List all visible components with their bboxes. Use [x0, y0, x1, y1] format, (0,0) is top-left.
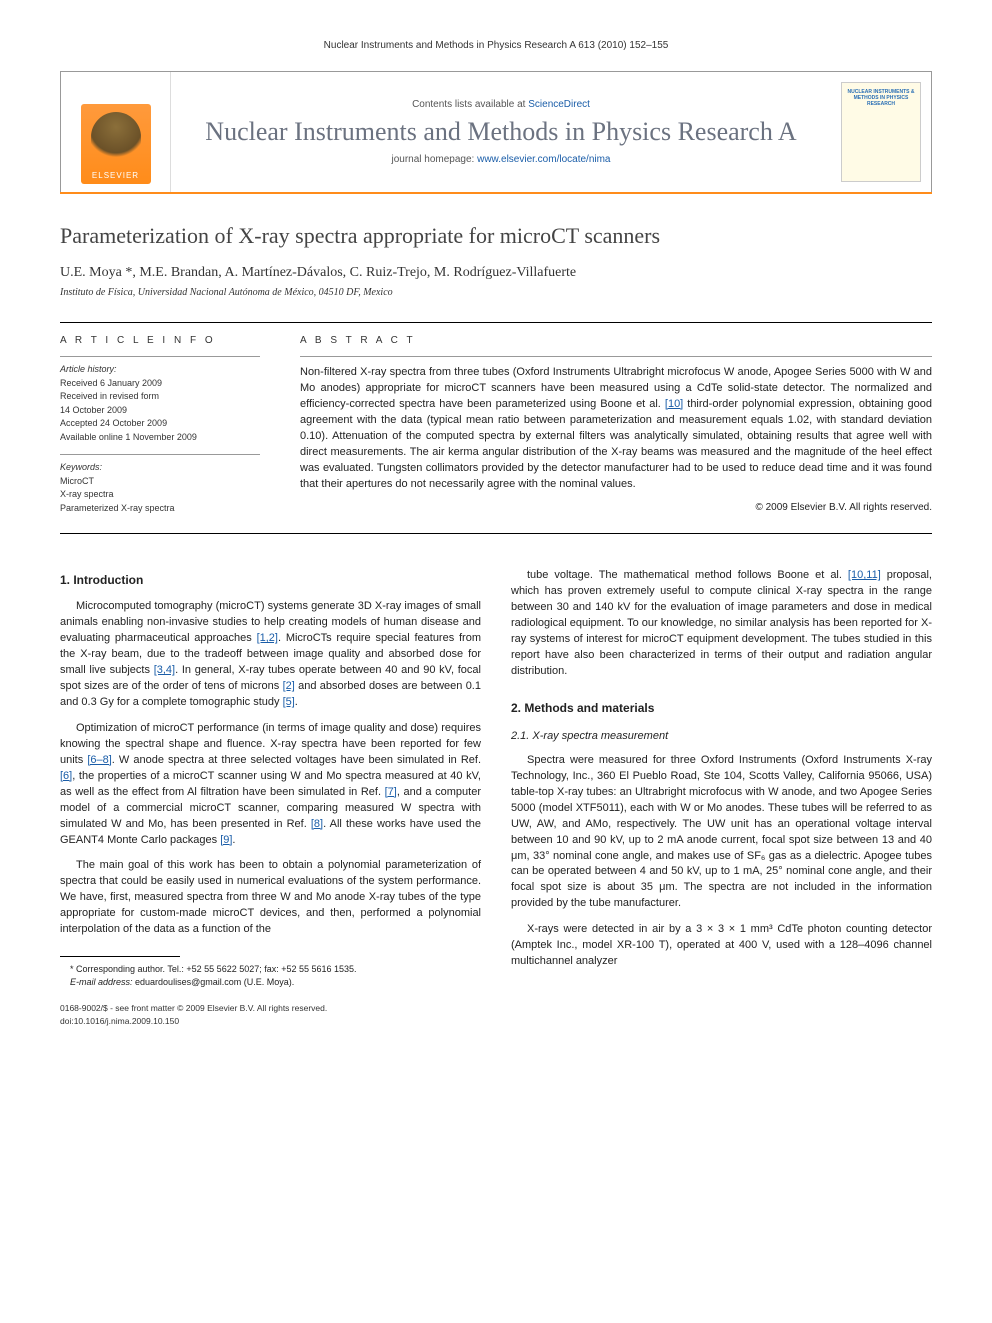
history-label: Article history: [60, 363, 260, 377]
publisher-name: ELSEVIER [92, 171, 139, 180]
journal-masthead: ELSEVIER Contents lists available at Sci… [60, 71, 932, 193]
footer-block: 0168-9002/$ - see front matter © 2009 El… [60, 1002, 481, 1027]
paragraph: The main goal of this work has been to o… [60, 858, 481, 938]
revised-line2: 14 October 2009 [60, 404, 260, 418]
body-text: . [232, 834, 235, 846]
citation-link[interactable]: [2] [283, 680, 295, 692]
author-list: U.E. Moya *, M.E. Brandan, A. Martínez-D… [60, 265, 932, 281]
citation-link[interactable]: [8] [311, 818, 323, 830]
footnote-block: * Corresponding author. Tel.: +52 55 562… [60, 956, 481, 1027]
body-text: . [295, 696, 298, 708]
keyword: MicroCT [60, 475, 260, 489]
email-value: eduardoulises@gmail.com (U.E. Moya). [135, 977, 294, 987]
masthead-center: Contents lists available at ScienceDirec… [171, 72, 831, 192]
email-label: E-mail address: [70, 977, 135, 987]
publisher-logo-cell: ELSEVIER [61, 72, 171, 192]
online-date: Available online 1 November 2009 [60, 431, 260, 445]
citation-link[interactable]: [10,11] [848, 569, 881, 581]
citation-link[interactable]: [7] [385, 786, 397, 798]
abstract-heading: A B S T R A C T [300, 335, 932, 346]
homepage-line: journal homepage: www.elsevier.com/locat… [181, 154, 821, 165]
body-text: tube voltage. The mathematical method fo… [527, 569, 848, 581]
abstract-part2: third-order polynomial expression, obtai… [300, 398, 932, 490]
paragraph: Microcomputed tomography (microCT) syste… [60, 599, 481, 711]
cover-thumbnail-cell: NUCLEAR INSTRUMENTS & METHODS IN PHYSICS… [831, 72, 931, 192]
paragraph: Spectra were measured for three Oxford I… [511, 753, 932, 912]
article-info-heading: A R T I C L E I N F O [60, 335, 260, 346]
article-history: Article history: Received 6 January 2009… [60, 356, 260, 444]
accepted-date: Accepted 24 October 2009 [60, 417, 260, 431]
elsevier-tree-icon [91, 112, 141, 162]
article-info-block: A R T I C L E I N F O Article history: R… [60, 335, 260, 515]
contents-prefix: Contents lists available at [412, 99, 528, 110]
subsection-heading-2-1: 2.1. X-ray spectra measurement [511, 729, 932, 745]
journal-title: Nuclear Instruments and Methods in Physi… [181, 116, 821, 147]
email-note: E-mail address: eduardoulises@gmail.com … [60, 976, 481, 989]
elsevier-logo: ELSEVIER [81, 104, 151, 184]
paragraph: Optimization of microCT performance (in … [60, 721, 481, 849]
keywords-label: Keywords: [60, 461, 260, 475]
citation-link[interactable]: [1,2] [257, 632, 278, 644]
section-heading-1: 1. Introduction [60, 572, 481, 589]
received-date: Received 6 January 2009 [60, 377, 260, 391]
citation-link[interactable]: [3,4] [154, 664, 175, 676]
paragraph: tube voltage. The mathematical method fo… [511, 568, 932, 680]
abstract-text: Non-filtered X-ray spectra from three tu… [300, 356, 932, 515]
citation-link[interactable]: [6–8] [87, 754, 111, 766]
affiliation: Instituto de Física, Universidad Naciona… [60, 287, 932, 298]
paragraph: X-rays were detected in air by a 3 × 3 ×… [511, 922, 932, 970]
sciencedirect-link[interactable]: ScienceDirect [528, 99, 590, 110]
citation-link[interactable]: [5] [283, 696, 295, 708]
article-title: Parameterization of X-ray spectra approp… [60, 223, 932, 249]
issn-line: 0168-9002/$ - see front matter © 2009 El… [60, 1002, 481, 1014]
body-text: . W anode spectra at three selected volt… [112, 754, 481, 766]
masthead-rule [60, 192, 932, 194]
doi-line: doi:10.1016/j.nima.2009.10.150 [60, 1015, 481, 1027]
citation-link[interactable]: [6] [60, 770, 72, 782]
info-abstract-row: A R T I C L E I N F O Article history: R… [60, 322, 932, 534]
running-header: Nuclear Instruments and Methods in Physi… [60, 40, 932, 51]
keyword: Parameterized X-ray spectra [60, 502, 260, 516]
abstract-copyright: © 2009 Elsevier B.V. All rights reserved… [300, 501, 932, 516]
abstract-ref[interactable]: [10] [665, 398, 683, 410]
citation-link[interactable]: [9] [220, 834, 232, 846]
revised-line1: Received in revised form [60, 390, 260, 404]
contents-available-line: Contents lists available at ScienceDirec… [181, 99, 821, 110]
section-heading-2: 2. Methods and materials [511, 700, 932, 717]
homepage-link[interactable]: www.elsevier.com/locate/nima [477, 154, 610, 165]
corresponding-author-note: * Corresponding author. Tel.: +52 55 562… [60, 963, 481, 976]
body-two-column: 1. Introduction Microcomputed tomography… [60, 568, 932, 1027]
abstract-block: A B S T R A C T Non-filtered X-ray spect… [300, 335, 932, 515]
keywords-block: Keywords: MicroCT X-ray spectra Paramete… [60, 454, 260, 515]
body-text: proposal, which has proven extremely use… [511, 569, 932, 677]
footnote-separator [60, 956, 180, 957]
homepage-prefix: journal homepage: [391, 154, 477, 165]
journal-cover-thumbnail: NUCLEAR INSTRUMENTS & METHODS IN PHYSICS… [841, 82, 921, 182]
keyword: X-ray spectra [60, 488, 260, 502]
